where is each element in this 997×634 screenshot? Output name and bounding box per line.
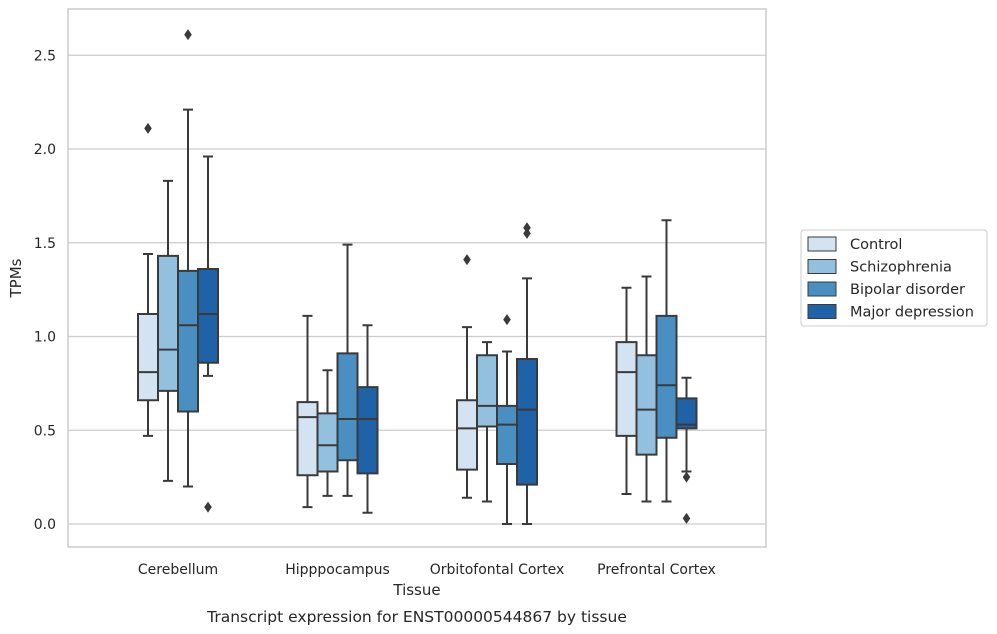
- outlier-point: [144, 122, 152, 134]
- box-plots: [137, 29, 698, 525]
- legend: Control Schizophrenia Bipolar disorder Majo…: [800, 229, 988, 327]
- legend-label: Control: [850, 237, 902, 253]
- legend-frame: [800, 229, 988, 327]
- box: [316, 412, 339, 473]
- y-axis-label: TPMs: [7, 258, 25, 298]
- outlier-point: [463, 254, 471, 266]
- box: [177, 269, 199, 413]
- x-tick-label: Cerebellum: [138, 562, 218, 578]
- box: [615, 341, 638, 437]
- box-3-1: [635, 275, 658, 503]
- box-1-1: [316, 369, 339, 497]
- outlier-point: [503, 314, 511, 326]
- box: [516, 358, 538, 486]
- box-1-2: [336, 243, 359, 497]
- box: [197, 268, 219, 364]
- legend-swatch: [807, 304, 837, 319]
- box-2-1: [476, 341, 498, 503]
- y-tick-label: 1.5: [34, 236, 56, 252]
- box: [635, 354, 658, 456]
- box: [336, 352, 359, 462]
- outlier-point: [204, 501, 212, 513]
- box-1-0: [296, 314, 319, 509]
- y-tick-label: 0.5: [34, 423, 56, 439]
- x-tick-label: Prefrontal Cortex: [597, 562, 716, 578]
- x-tick-label: Hipppocampus: [285, 562, 390, 578]
- box: [655, 314, 678, 439]
- box: [456, 399, 478, 471]
- box: [496, 404, 518, 465]
- outlier-point: [682, 471, 691, 483]
- y-tick-label: 2.0: [34, 142, 56, 158]
- box: [296, 401, 319, 477]
- box-0-1: [157, 179, 179, 482]
- box-3-0: [615, 286, 638, 495]
- y-tick-labels: 0.0 0.5 1.0 1.5 2.0 2.5: [34, 48, 56, 533]
- legend-swatch: [807, 236, 837, 252]
- box-0-0: [137, 122, 159, 437]
- legend-label: Bipolar disorder: [850, 282, 965, 298]
- y-tick-label: 1.0: [34, 330, 56, 346]
- box-3-3: [675, 376, 698, 524]
- plot-area-frame: [67, 8, 767, 548]
- outlier-point: [682, 512, 691, 524]
- legend-label: Major depression: [850, 305, 974, 321]
- outlier-point: [184, 29, 192, 41]
- box-2-0: [456, 254, 478, 499]
- chart-caption: Transcript expression for ENST0000054486…: [206, 608, 627, 626]
- outlier-point: [523, 227, 531, 239]
- box-0-3: [197, 155, 219, 513]
- box-0-2: [177, 29, 199, 488]
- legend-swatch: [807, 281, 837, 297]
- box-2-2: [496, 314, 518, 525]
- box: [157, 254, 179, 392]
- x-tick-labels: Cerebellum Hipppocampus Orbitofontal Corte…: [138, 562, 716, 578]
- legend-label: Schizophrenia: [850, 260, 952, 276]
- box: [137, 313, 159, 402]
- box: [675, 397, 698, 430]
- x-tick-label: Orbitofontal Cortex: [430, 562, 565, 578]
- box-1-3: [356, 324, 379, 514]
- box-2-3: [516, 222, 538, 525]
- box: [476, 354, 498, 428]
- legend-swatch: [807, 259, 837, 274]
- box: [356, 386, 379, 475]
- outlier-point: [523, 222, 531, 234]
- x-axis-label: Tissue: [392, 581, 440, 599]
- y-tick-label: 2.5: [34, 48, 56, 64]
- box-3-2: [655, 219, 678, 503]
- y-tick-label: 0.0: [34, 517, 56, 533]
